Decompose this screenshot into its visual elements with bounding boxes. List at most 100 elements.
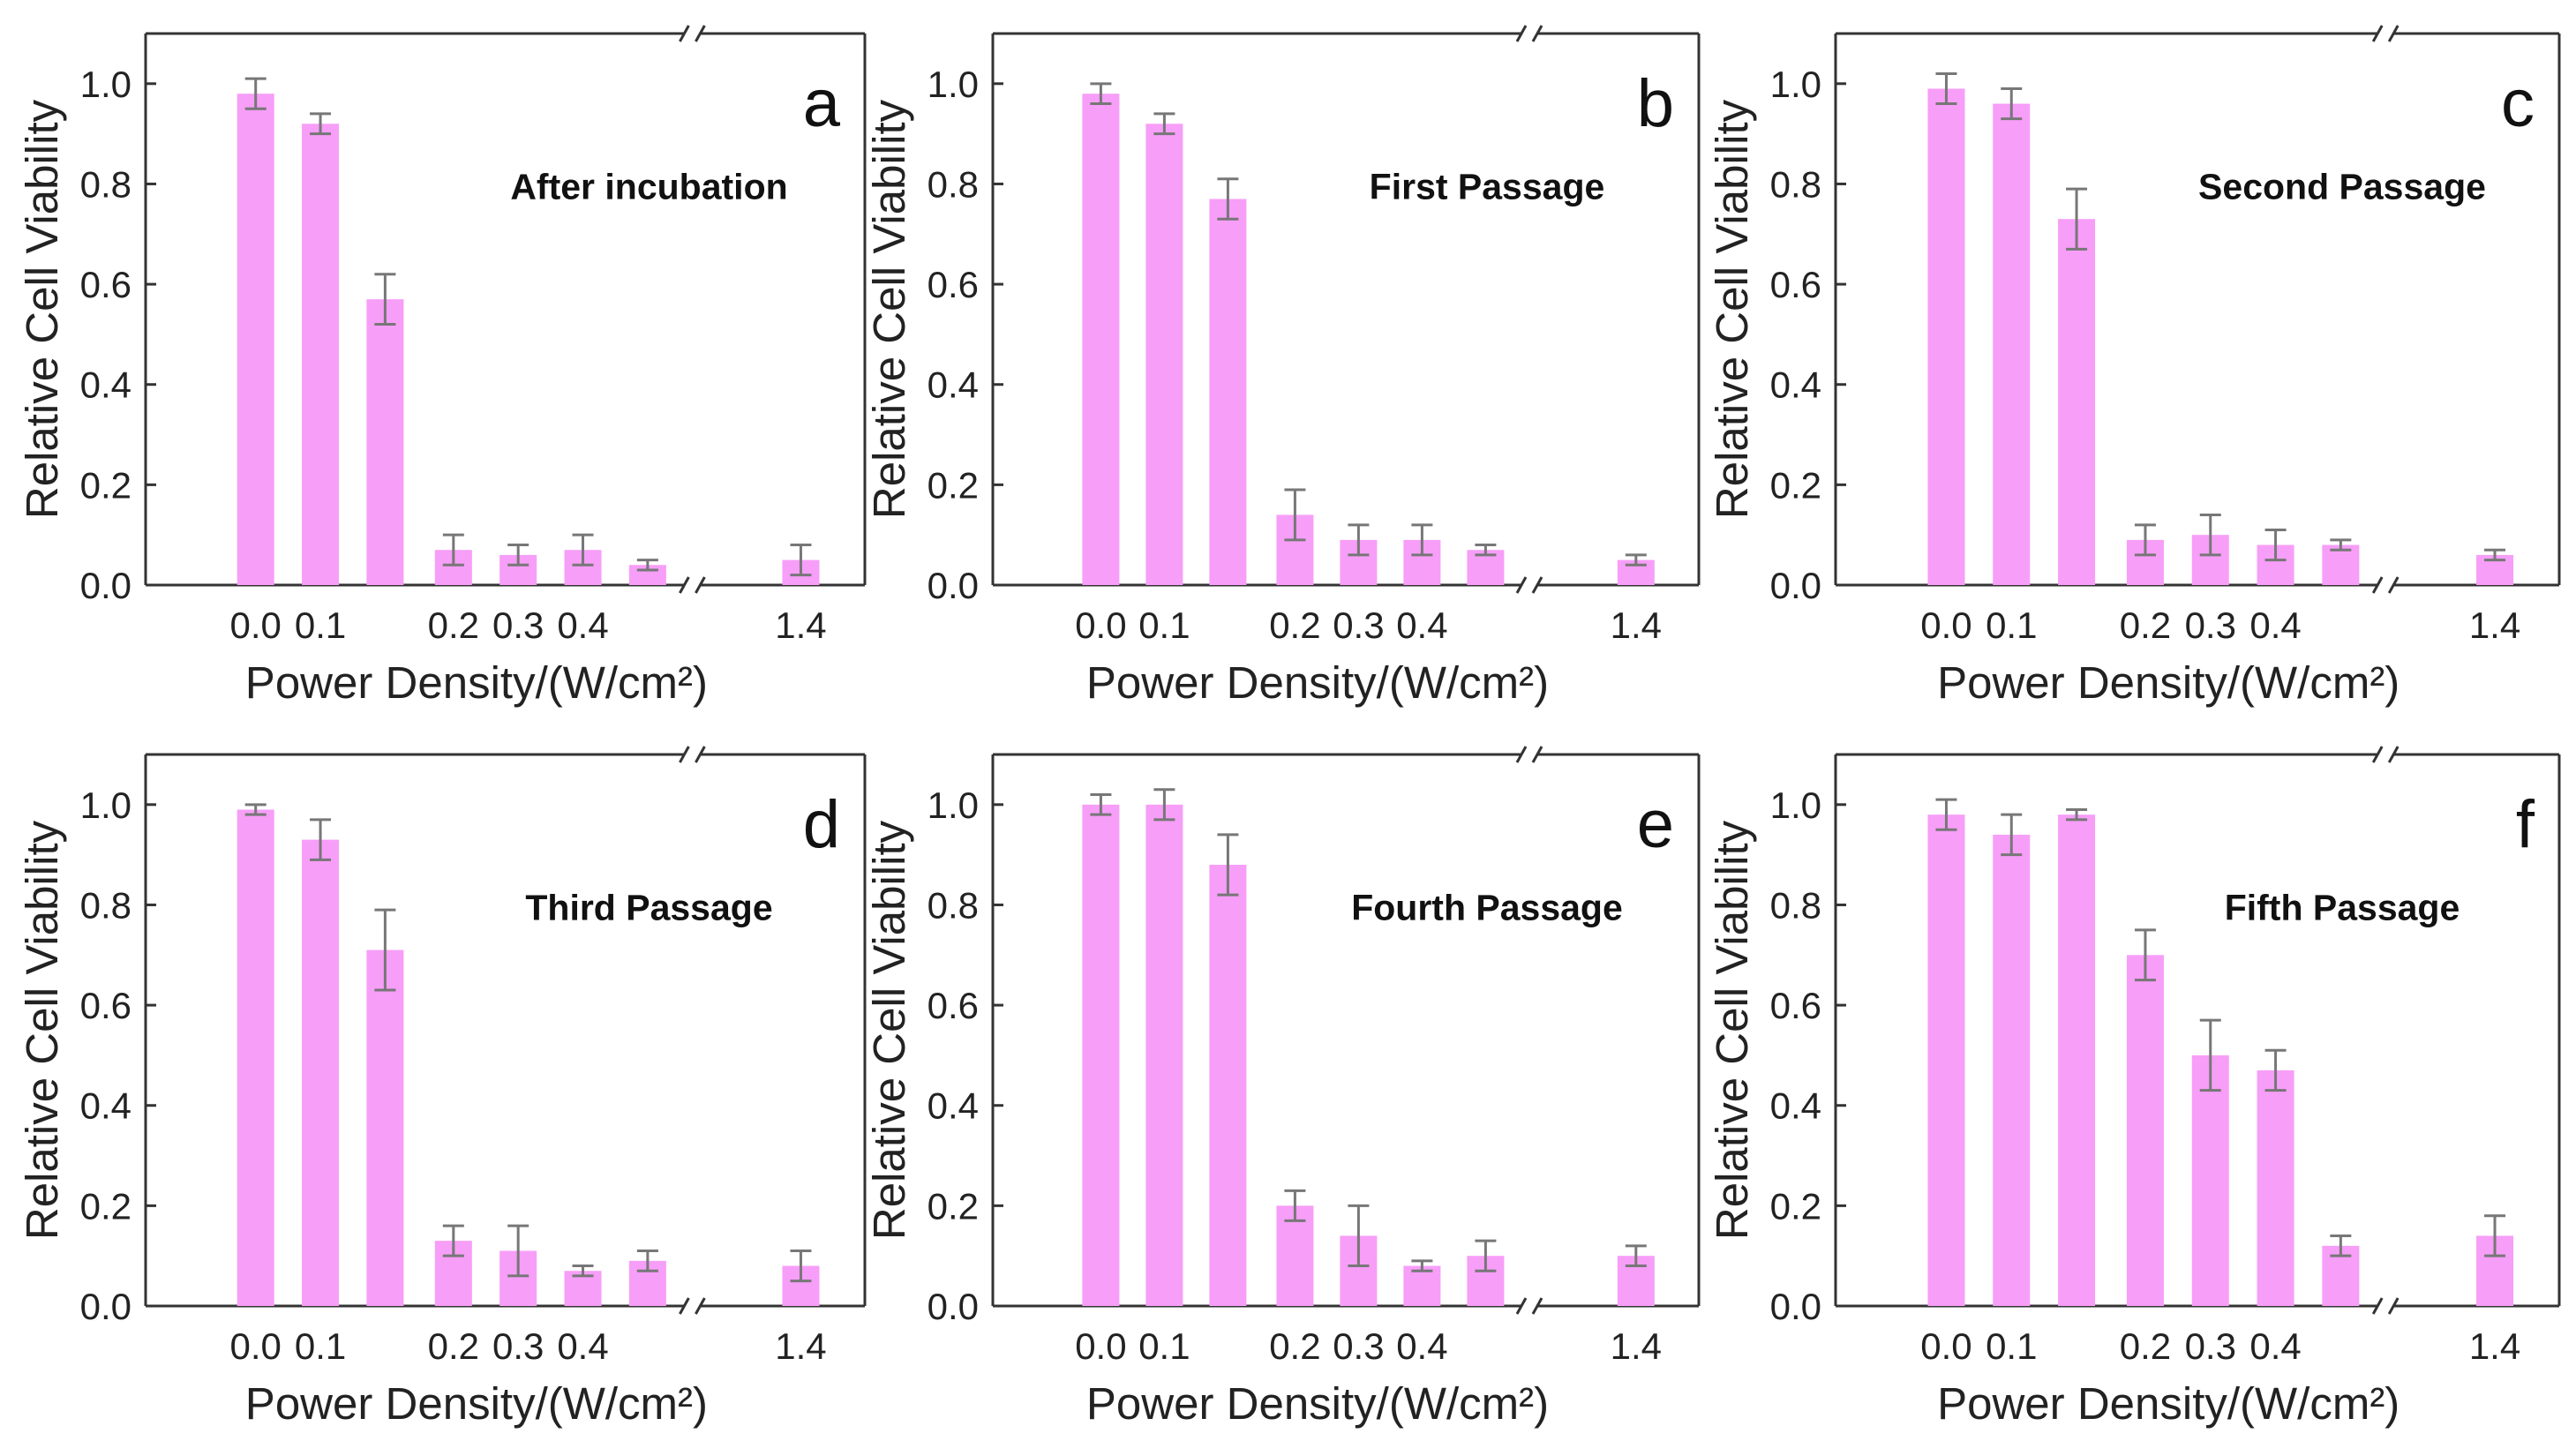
axis-break-mark bbox=[1515, 1297, 1528, 1315]
y-tick-label: 0.0 bbox=[80, 565, 131, 606]
y-tick-label: 0.8 bbox=[1770, 163, 1821, 205]
y-tick-label: 1.0 bbox=[1770, 64, 1821, 105]
bar bbox=[1209, 865, 1247, 1306]
x-axis-title: Power Density/(W/cm²) bbox=[245, 657, 708, 708]
panel-letter: e bbox=[1637, 787, 1674, 862]
x-tick-label: 0.3 bbox=[492, 604, 544, 646]
x-tick-label: 0.3 bbox=[2185, 1325, 2236, 1367]
bar bbox=[302, 124, 340, 586]
y-tick-label: 0.6 bbox=[1770, 985, 1821, 1026]
bar bbox=[1927, 814, 1965, 1306]
y-tick-label: 0.4 bbox=[1770, 1085, 1821, 1127]
y-axis-title: Relative Cell Viability bbox=[864, 99, 914, 519]
y-tick-label: 0.6 bbox=[928, 264, 979, 305]
bar bbox=[1276, 1205, 1314, 1306]
y-tick-label: 0.0 bbox=[928, 1286, 979, 1327]
x-tick-label: 1.4 bbox=[2469, 604, 2520, 646]
y-tick-label: 1.0 bbox=[1770, 784, 1821, 826]
axis-break-mark bbox=[2371, 1297, 2384, 1315]
x-tick-label: 0.0 bbox=[229, 1325, 281, 1367]
y-tick-label: 0.8 bbox=[928, 884, 979, 926]
axis-break-mark bbox=[2387, 25, 2400, 42]
x-axis-title: Power Density/(W/cm²) bbox=[245, 1378, 708, 1429]
y-tick-label: 0.6 bbox=[80, 985, 131, 1026]
y-tick-label: 0.2 bbox=[80, 1185, 131, 1227]
bar bbox=[2191, 1054, 2229, 1306]
bar bbox=[1209, 199, 1247, 585]
axis-break-mark bbox=[679, 746, 690, 763]
x-tick-label: 0.4 bbox=[2249, 604, 2301, 646]
bar bbox=[1927, 88, 1965, 585]
x-tick-label: 0.4 bbox=[2249, 1325, 2301, 1367]
x-tick-label: 0.4 bbox=[557, 1325, 608, 1367]
y-tick-label: 0.4 bbox=[928, 1085, 979, 1127]
y-tick-label: 0.4 bbox=[80, 364, 131, 406]
y-tick-label: 0.2 bbox=[1770, 464, 1821, 506]
y-tick-label: 1.0 bbox=[80, 784, 131, 826]
x-tick-label: 0.4 bbox=[1396, 1325, 1447, 1367]
y-tick-label: 0.0 bbox=[928, 565, 979, 606]
panel-title: Fourth Passage bbox=[1351, 888, 1623, 928]
y-tick-label: 1.0 bbox=[928, 784, 979, 826]
x-tick-label: 0.0 bbox=[229, 604, 281, 646]
x-tick-label: 0.2 bbox=[2120, 1325, 2171, 1367]
bar bbox=[1082, 804, 1120, 1306]
panel-letter: a bbox=[803, 66, 841, 141]
chart-panel-a: 0.0 0.2 0.4 0.6 0.8 1.0 0.0 0.1 0.2 0.3 0.4 1.4 Afte… bbox=[17, 25, 867, 708]
axis-break-mark bbox=[679, 1297, 690, 1315]
axis-break-mark bbox=[2371, 25, 2384, 42]
bar bbox=[1082, 94, 1120, 585]
chart-panel-e: 0.0 0.2 0.4 0.6 0.8 1.0 0.0 0.1 0.2 0.3 0.4 1.4 Four… bbox=[864, 746, 1701, 1429]
axis-break-mark bbox=[1515, 746, 1528, 763]
x-tick-label: 0.1 bbox=[1138, 604, 1190, 646]
bar bbox=[2126, 955, 2164, 1306]
y-axis-title: Relative Cell Viability bbox=[17, 99, 67, 519]
x-tick-label: 0.3 bbox=[2185, 604, 2236, 646]
bar bbox=[2257, 1069, 2294, 1306]
y-tick-label: 0.0 bbox=[80, 1286, 131, 1327]
axis-break-mark bbox=[1531, 576, 1543, 594]
x-tick-label: 0.2 bbox=[1269, 1325, 1320, 1367]
x-tick-label: 0.3 bbox=[1333, 604, 1384, 646]
y-tick-label: 0.0 bbox=[1770, 1286, 1821, 1327]
y-axis-title: Relative Cell Viability bbox=[864, 820, 914, 1240]
bar bbox=[2058, 219, 2096, 585]
panel-letter: c bbox=[2501, 66, 2535, 141]
bar bbox=[237, 94, 274, 585]
x-tick-label: 1.4 bbox=[2469, 1325, 2520, 1367]
bar bbox=[2322, 544, 2360, 585]
panel-title: Second Passage bbox=[2198, 167, 2486, 207]
x-axis-title: Power Density/(W/cm²) bbox=[1086, 657, 1549, 708]
y-tick-label: 0.6 bbox=[1770, 264, 1821, 305]
axis-break-mark bbox=[695, 25, 706, 42]
y-tick-label: 0.4 bbox=[928, 364, 979, 406]
bar bbox=[237, 809, 274, 1306]
x-tick-label: 0.4 bbox=[1396, 604, 1447, 646]
chart-panel-d: 0.0 0.2 0.4 0.6 0.8 1.0 0.0 0.1 0.2 0.3 0.4 1.4 Thir… bbox=[17, 746, 867, 1429]
chart-panel-c: 0.0 0.2 0.4 0.6 0.8 1.0 0.0 0.1 0.2 0.3 0.4 1.4 Seco… bbox=[1707, 25, 2561, 708]
y-tick-label: 0.8 bbox=[80, 163, 131, 205]
axis-break-mark bbox=[2371, 746, 2384, 763]
x-tick-label: 0.1 bbox=[1986, 604, 2037, 646]
panel-letter: f bbox=[2516, 787, 2535, 862]
y-tick-label: 0.2 bbox=[928, 464, 979, 506]
x-tick-label: 0.0 bbox=[1075, 604, 1126, 646]
y-tick-label: 0.6 bbox=[80, 264, 131, 305]
y-tick-label: 0.4 bbox=[1770, 364, 1821, 406]
x-axis-title: Power Density/(W/cm²) bbox=[1937, 657, 2400, 708]
x-tick-label: 0.0 bbox=[1920, 1325, 1971, 1367]
bar bbox=[302, 839, 340, 1306]
bar bbox=[1993, 103, 2031, 585]
x-tick-label: 0.2 bbox=[1269, 604, 1320, 646]
axis-break-mark bbox=[1531, 1297, 1543, 1315]
x-tick-label: 0.1 bbox=[1138, 1325, 1190, 1367]
panel-title: Third Passage bbox=[525, 888, 772, 928]
y-tick-label: 0.8 bbox=[928, 163, 979, 205]
x-axis-title: Power Density/(W/cm²) bbox=[1086, 1378, 1549, 1429]
x-axis-title: Power Density/(W/cm²) bbox=[1937, 1378, 2400, 1429]
x-tick-label: 0.3 bbox=[492, 1325, 544, 1367]
axis-break-mark bbox=[2387, 746, 2400, 763]
y-tick-label: 0.8 bbox=[80, 884, 131, 926]
x-tick-label: 1.4 bbox=[775, 1325, 826, 1367]
y-tick-label: 0.8 bbox=[1770, 884, 1821, 926]
